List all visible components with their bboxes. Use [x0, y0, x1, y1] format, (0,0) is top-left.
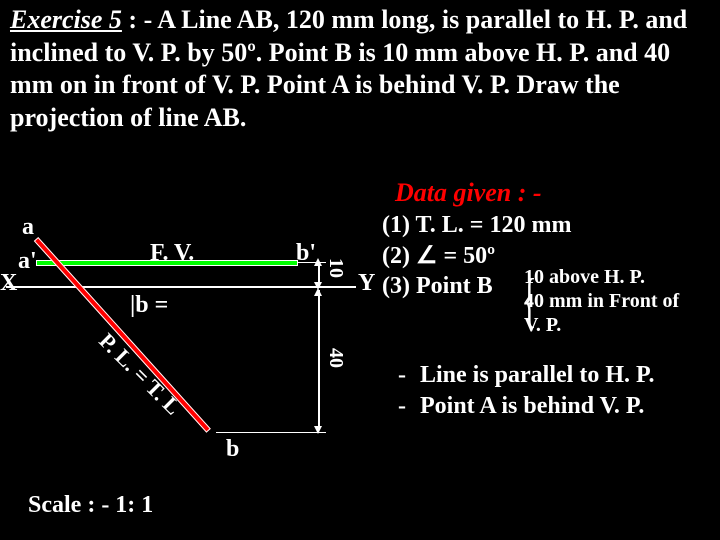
xy-line — [6, 286, 356, 288]
note-1: -Line is parallel to H. P. — [398, 360, 654, 391]
notes-list: -Line is parallel to H. P. -Point A is b… — [398, 360, 654, 422]
b-label: b — [226, 436, 239, 463]
angle-label: |b = — [130, 292, 168, 319]
fv-label: F. V. — [150, 240, 194, 267]
problem-statement: Exercise 5 : - A Line AB, 120 mm long, i… — [0, 0, 720, 134]
dim10-ext — [298, 262, 326, 263]
pointb-line3: V. P. — [524, 313, 679, 337]
dim40-ext — [216, 432, 326, 433]
data-given-heading: Data given : - — [395, 178, 542, 208]
a-prime-label: a' — [18, 248, 37, 275]
dim40-text: 40 — [324, 348, 347, 368]
exercise-title: Exercise 5 — [10, 5, 122, 34]
dim40-line — [318, 290, 320, 430]
scale-label: Scale : - 1: 1 — [28, 492, 153, 519]
pointb-line1: 10 above H. P. — [524, 265, 679, 289]
data-item-1: (1) T. L. = 120 mm — [382, 210, 571, 241]
dim10-text: 10 — [324, 258, 347, 278]
note-2: -Point A is behind V. P. — [398, 391, 654, 422]
pointb-line2: 40 mm in Front of — [524, 289, 679, 313]
a-label: a — [22, 214, 34, 241]
pl-tl-label: P. L. = T. L — [94, 328, 186, 420]
dim40-arrow-up — [314, 288, 322, 296]
y-label: Y — [358, 270, 375, 297]
pointb-note: 10 above H. P. 40 mm in Front of V. P. — [524, 265, 679, 337]
x-label: X — [0, 270, 17, 297]
projection-diagram: X Y a' b' F. V. a |b = P. L. = T. L b 10… — [0, 200, 380, 480]
